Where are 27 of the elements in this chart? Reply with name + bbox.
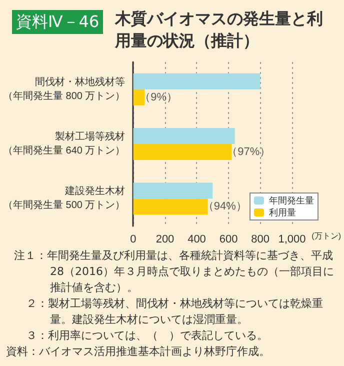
x-axis-title: (万トン) [312,232,342,240]
text: 資料：バイオマス活用推進基本計画より林野庁作成。 [6,344,271,360]
y-tick-label: 建設発生木材（年間発生量 500 万トン） [2,185,126,212]
annotation: （94%） [202,200,247,213]
bar [133,198,208,215]
chart-title: 木質バイオマスの発生量と利用量の状況（推計） [115,8,324,52]
bar [133,89,145,106]
x-tick-label: 1,000 [278,234,306,246]
chart-subtitle: 資料Ⅳ－46 [12,10,104,34]
text: ２：製材工場等残材、間伐材・林地残材等については乾燥重量。建設発生木材については湿潤重量。 [25,296,324,328]
bar [133,73,260,90]
y-tick-label: 間伐材・林地残材等（年間発生量 800 万トン） [2,76,126,102]
legend-label: 利用量 [269,208,296,218]
annotation: （97%） [226,146,271,158]
text: 注１：年間発生量及び利用量は、各種統計資料等に基づき、平成28（2016）年３月時点で取りまとめたもの（一部項目に推計値を含む）。 [13,248,335,296]
legend-label: 年間発生量 [269,196,314,206]
annotation: （9%） [140,91,178,104]
bar [133,144,232,160]
bar [133,128,235,144]
bar [133,182,213,199]
x-tick-label: 400 [188,234,206,246]
x-tick-label: 0 [130,234,136,246]
y-tick-label: 製材工場等残材（年間発生量 640 万トン） [2,130,126,156]
x-tick-label: 800 [251,234,270,246]
text: ３：利用率については、（ ）で表記している。 [25,328,269,344]
x-tick-label: 600 [219,234,238,246]
x-tick-label: 200 [156,234,174,246]
